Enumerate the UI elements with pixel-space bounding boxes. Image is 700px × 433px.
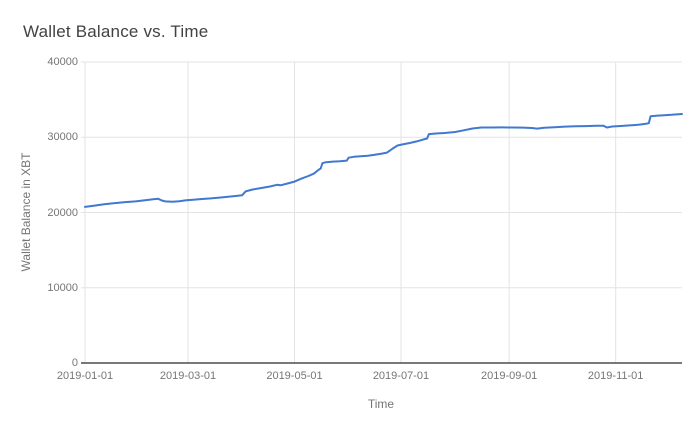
x-tick-label: 2019-09-01 (481, 370, 538, 382)
x-axis-title: Time (367, 397, 395, 411)
x-tick-label: 2019-05-01 (266, 370, 323, 382)
y-tick-label: 10000 (47, 281, 78, 294)
y-tick-label: 0 (71, 357, 78, 369)
chart-title: Wallet Balance vs. Time (23, 22, 209, 41)
y-tick-label: 40000 (47, 56, 78, 68)
x-tick-label: 2019-03-01 (159, 370, 217, 382)
x-tick-label: 2019-01-01 (56, 370, 114, 382)
x-tick-label: 2019-11-01 (587, 370, 644, 382)
wallet-balance-line (84, 113, 683, 208)
y-tick-label: 30000 (47, 131, 78, 144)
x-tick-label: 2019-07-01 (372, 370, 430, 382)
y-tick-label: 20000 (47, 206, 78, 219)
